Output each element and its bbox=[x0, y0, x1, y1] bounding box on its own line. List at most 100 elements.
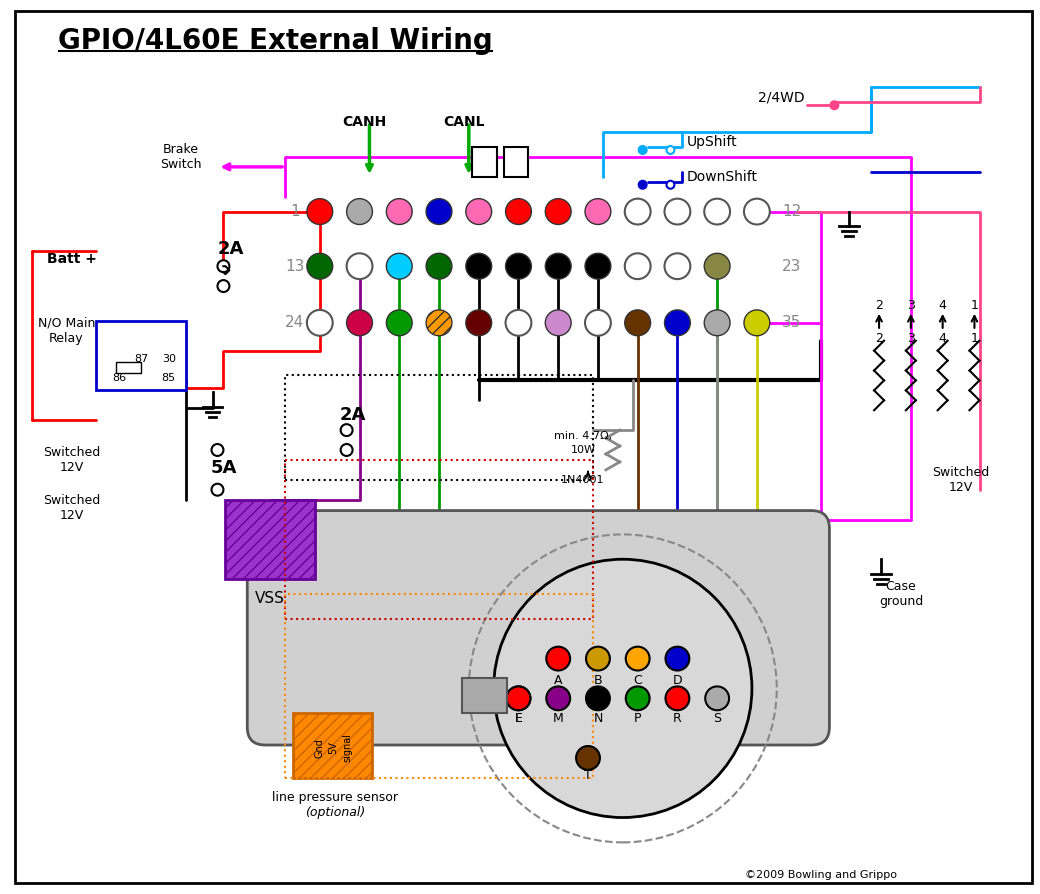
Circle shape bbox=[665, 253, 691, 279]
Text: 4: 4 bbox=[939, 299, 946, 312]
Text: 23: 23 bbox=[782, 258, 802, 274]
Circle shape bbox=[506, 687, 530, 710]
Circle shape bbox=[667, 181, 674, 189]
FancyBboxPatch shape bbox=[248, 510, 830, 745]
Text: 3: 3 bbox=[907, 299, 915, 312]
Circle shape bbox=[586, 198, 610, 224]
Text: 35: 35 bbox=[782, 316, 802, 330]
Text: 87: 87 bbox=[134, 354, 148, 364]
Circle shape bbox=[625, 310, 651, 336]
Circle shape bbox=[744, 310, 770, 336]
Text: T: T bbox=[584, 770, 592, 782]
Circle shape bbox=[505, 253, 531, 279]
Text: S: S bbox=[713, 712, 721, 725]
Circle shape bbox=[307, 310, 333, 336]
Bar bbox=[472, 147, 497, 177]
Text: R: R bbox=[673, 712, 682, 725]
Text: CANH: CANH bbox=[342, 115, 387, 129]
Text: ©2009 Bowling and Grippo: ©2009 Bowling and Grippo bbox=[746, 870, 898, 881]
Circle shape bbox=[546, 687, 570, 710]
Circle shape bbox=[466, 310, 492, 336]
Text: Case
ground: Case ground bbox=[879, 580, 924, 608]
Circle shape bbox=[586, 253, 610, 279]
Circle shape bbox=[705, 687, 729, 710]
Text: 12: 12 bbox=[782, 204, 801, 219]
Circle shape bbox=[505, 310, 531, 336]
Circle shape bbox=[704, 253, 730, 279]
Text: 5V: 5V bbox=[328, 741, 338, 755]
FancyBboxPatch shape bbox=[15, 11, 1032, 883]
Circle shape bbox=[625, 198, 651, 224]
Circle shape bbox=[665, 198, 691, 224]
Circle shape bbox=[625, 253, 651, 279]
Circle shape bbox=[639, 181, 647, 189]
Circle shape bbox=[830, 101, 838, 109]
Circle shape bbox=[666, 687, 690, 710]
Circle shape bbox=[307, 253, 333, 279]
Text: 4: 4 bbox=[939, 333, 946, 345]
Circle shape bbox=[386, 310, 412, 336]
Text: P: P bbox=[634, 712, 642, 725]
Text: signal: signal bbox=[342, 733, 353, 763]
Text: 1: 1 bbox=[290, 204, 300, 219]
Text: 24: 24 bbox=[285, 316, 305, 330]
Text: 2: 2 bbox=[875, 333, 883, 345]
Circle shape bbox=[386, 198, 412, 224]
Circle shape bbox=[667, 146, 674, 154]
Circle shape bbox=[586, 687, 609, 710]
Text: Batt +: Batt + bbox=[47, 252, 97, 266]
Circle shape bbox=[586, 646, 609, 670]
Text: M: M bbox=[553, 712, 564, 725]
Circle shape bbox=[341, 444, 353, 456]
Circle shape bbox=[545, 253, 571, 279]
Text: N: N bbox=[593, 712, 602, 725]
Text: line pressure sensor: line pressure sensor bbox=[271, 791, 397, 805]
Text: 1N4001: 1N4001 bbox=[562, 475, 605, 485]
FancyBboxPatch shape bbox=[462, 679, 506, 713]
Bar bbox=[503, 147, 528, 177]
Circle shape bbox=[211, 484, 224, 495]
Circle shape bbox=[665, 310, 691, 336]
Circle shape bbox=[744, 198, 770, 224]
Circle shape bbox=[545, 198, 571, 224]
Text: 2/4WD: 2/4WD bbox=[758, 90, 805, 105]
Text: N/O Main
Relay: N/O Main Relay bbox=[37, 316, 96, 345]
Circle shape bbox=[545, 310, 571, 336]
Text: 3: 3 bbox=[907, 333, 915, 345]
Circle shape bbox=[426, 310, 452, 336]
Text: DownShift: DownShift bbox=[686, 170, 757, 184]
Text: GPIO/4L60E External Wiring: GPIO/4L60E External Wiring bbox=[57, 27, 493, 55]
Text: 5A: 5A bbox=[210, 459, 237, 477]
Circle shape bbox=[586, 310, 610, 336]
Text: D: D bbox=[673, 674, 682, 687]
Circle shape bbox=[217, 260, 230, 272]
Text: Switched
12V: Switched 12V bbox=[43, 446, 100, 474]
Text: 13: 13 bbox=[285, 258, 305, 274]
Text: 1: 1 bbox=[970, 333, 979, 345]
Circle shape bbox=[307, 198, 333, 224]
FancyBboxPatch shape bbox=[293, 713, 372, 778]
Text: 85: 85 bbox=[162, 374, 176, 384]
Circle shape bbox=[466, 253, 492, 279]
Text: (optional): (optional) bbox=[305, 806, 365, 819]
Text: CANL: CANL bbox=[443, 115, 485, 129]
Circle shape bbox=[217, 280, 230, 292]
Circle shape bbox=[386, 253, 412, 279]
Text: Switched
12V: Switched 12V bbox=[932, 466, 989, 493]
Circle shape bbox=[506, 687, 530, 710]
Text: C: C bbox=[633, 674, 642, 687]
Text: 2A: 2A bbox=[217, 240, 243, 258]
Circle shape bbox=[426, 253, 452, 279]
Text: B: B bbox=[594, 674, 602, 687]
Text: L: L bbox=[515, 712, 522, 725]
Text: 2A: 2A bbox=[339, 406, 366, 425]
Circle shape bbox=[576, 746, 600, 770]
Text: 86: 86 bbox=[112, 374, 126, 384]
Text: 10W: 10W bbox=[571, 445, 596, 455]
Circle shape bbox=[341, 424, 353, 436]
Text: 1: 1 bbox=[970, 299, 979, 312]
Circle shape bbox=[346, 198, 372, 224]
Text: Gnd: Gnd bbox=[315, 738, 324, 758]
Text: 30: 30 bbox=[162, 354, 176, 364]
Circle shape bbox=[666, 646, 690, 670]
